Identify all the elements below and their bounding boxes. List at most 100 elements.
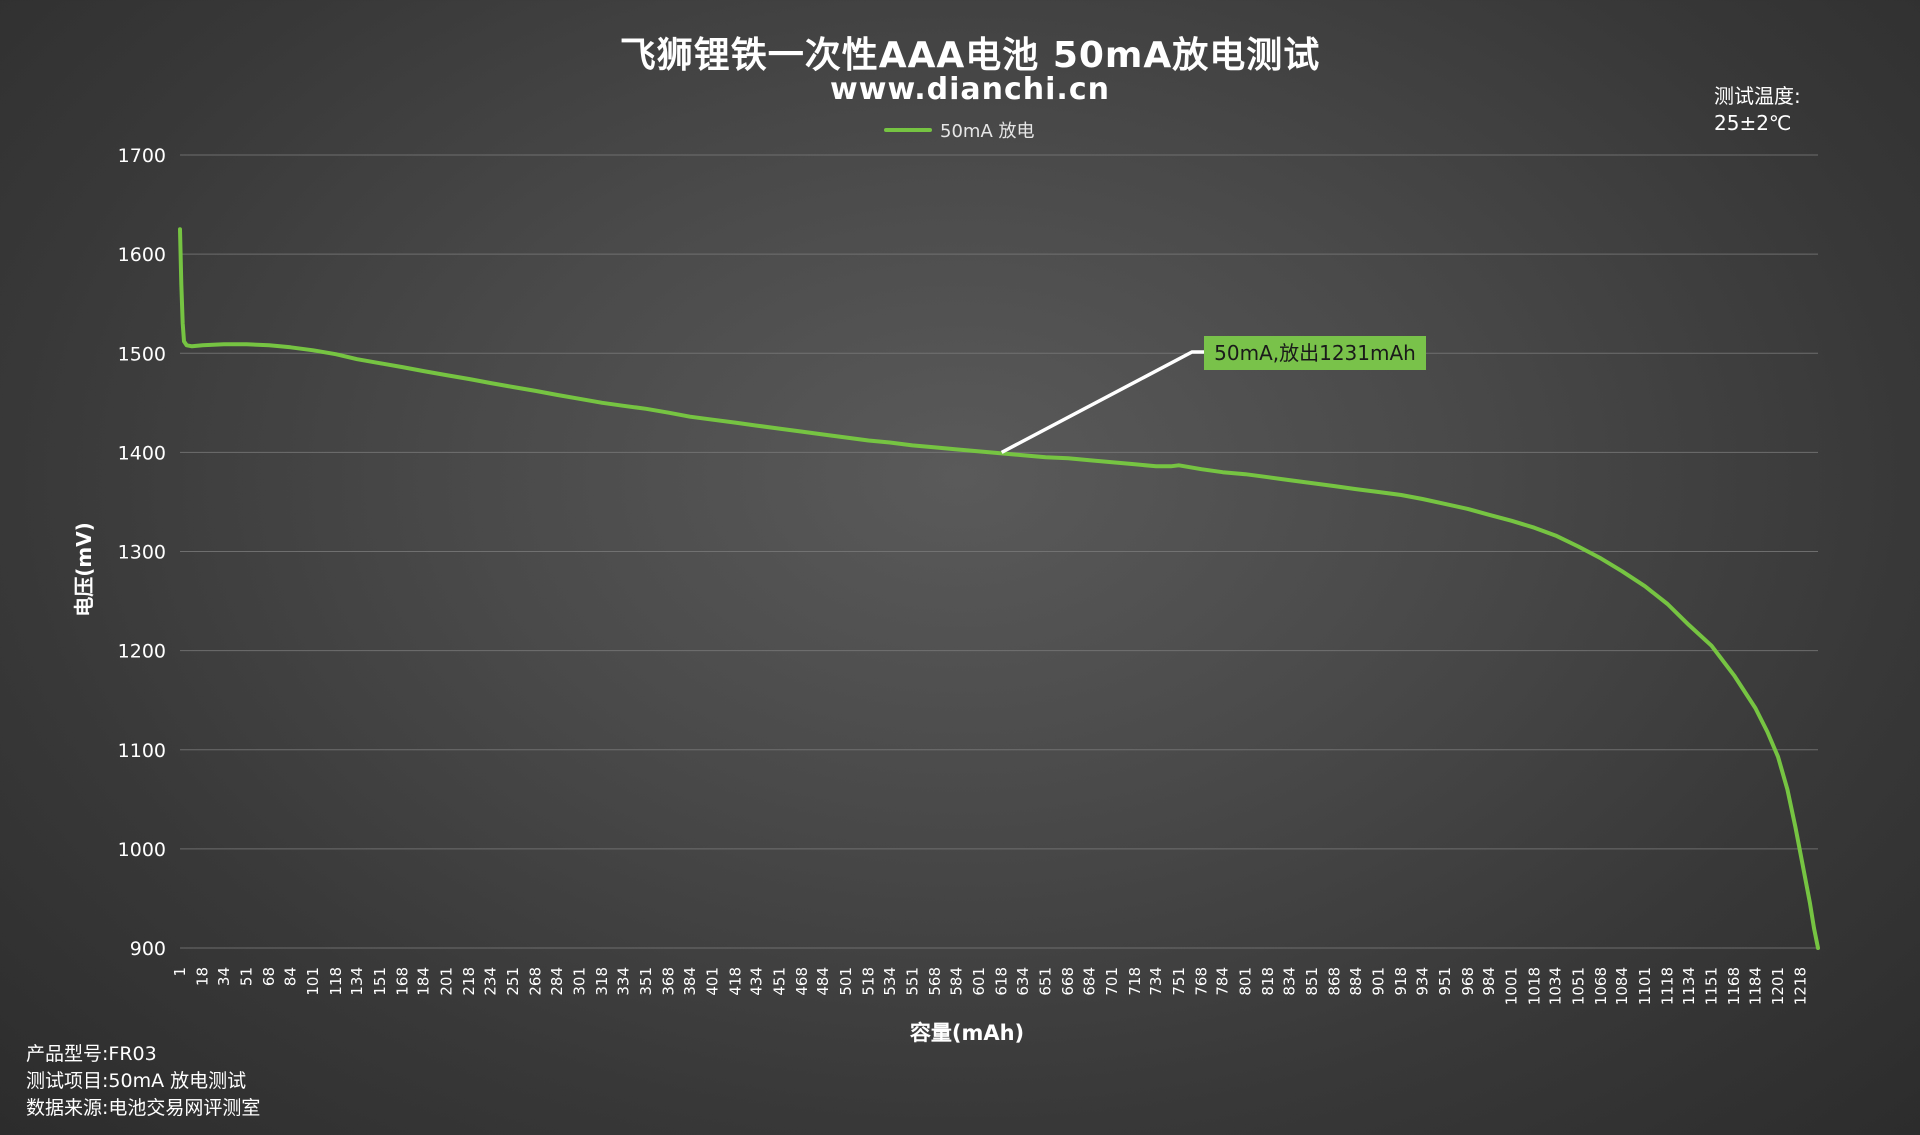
x-tick-label: 434 <box>748 967 766 996</box>
x-tick-label: 1201 <box>1769 967 1787 1005</box>
x-tick-label: 1001 <box>1503 967 1521 1005</box>
annotation-leader-line <box>1000 350 1204 454</box>
x-tick-label: 284 <box>548 967 566 996</box>
x-tick-label: 118 <box>327 967 345 996</box>
y-tick-label: 1200 <box>118 641 166 663</box>
x-tick-label: 168 <box>393 967 411 996</box>
x-tick-label: 351 <box>637 967 655 996</box>
x-tick-label: 784 <box>1214 967 1232 996</box>
x-tick-label: 334 <box>614 967 632 996</box>
x-tick-label: 84 <box>282 967 300 986</box>
x-tick-label: 1168 <box>1725 967 1743 1005</box>
footer-data-source: 数据来源:电池交易网评测室 <box>26 1097 261 1119</box>
x-tick-label: 1 <box>171 967 189 977</box>
x-tick-label: 484 <box>814 967 832 996</box>
x-tick-label: 1118 <box>1659 967 1677 1005</box>
x-tick-label: 584 <box>947 967 965 996</box>
x-tick-label: 968 <box>1459 967 1477 996</box>
x-tick-label: 1018 <box>1525 967 1543 1005</box>
chart-title: 飞狮锂铁一次性AAA电池 50mA放电测试 <box>619 35 1321 76</box>
x-tick-label: 18 <box>194 967 212 986</box>
x-tick-label: 134 <box>348 967 366 996</box>
x-tick-label: 701 <box>1103 967 1121 996</box>
footer-model: 产品型号:FR03 <box>26 1043 157 1065</box>
x-tick-label: 534 <box>881 967 899 996</box>
x-tick-label: 368 <box>660 967 678 996</box>
x-tick-label: 551 <box>903 967 921 996</box>
x-tick-label: 268 <box>527 967 545 996</box>
x-tick-label: 984 <box>1480 967 1498 996</box>
footer-test-item: 测试项目:50mA 放电测试 <box>26 1070 247 1092</box>
x-tick-label: 101 <box>304 967 322 996</box>
x-tick-label: 68 <box>260 967 278 986</box>
y-tick-label: 1600 <box>118 244 166 266</box>
x-tick-label: 1051 <box>1569 967 1587 1005</box>
x-tick-label: 51 <box>238 967 256 986</box>
legend-label: 50mA 放电 <box>940 121 1035 142</box>
temperature-label: 测试温度: <box>1714 84 1801 108</box>
x-tick-label: 734 <box>1147 967 1165 996</box>
x-tick-label: 1218 <box>1792 967 1810 1005</box>
x-tick-label: 1101 <box>1636 967 1654 1005</box>
x-tick-label: 518 <box>859 967 877 996</box>
x-tick-label: 251 <box>504 967 522 996</box>
x-tick-label: 501 <box>837 967 855 996</box>
y-tick-label: 1000 <box>118 839 166 861</box>
x-tick-label: 601 <box>970 967 988 996</box>
chart-subtitle: www.dianchi.cn <box>830 72 1110 107</box>
x-tick-label: 151 <box>371 967 389 996</box>
y-tick-label: 1700 <box>118 145 166 167</box>
x-tick-label: 318 <box>593 967 611 996</box>
temperature-value: 25±2℃ <box>1714 111 1792 135</box>
x-tick-label: 301 <box>571 967 589 996</box>
y-tick-label: 900 <box>130 938 166 960</box>
x-tick-label: 868 <box>1326 967 1344 996</box>
x-tick-label: 751 <box>1170 967 1188 996</box>
x-tick-label: 818 <box>1259 967 1277 996</box>
x-tick-label: 634 <box>1014 967 1032 996</box>
x-tick-label: 834 <box>1280 967 1298 996</box>
x-tick-label: 951 <box>1436 967 1454 996</box>
x-tick-label: 451 <box>770 967 788 996</box>
y-axis-title: 电压(mV) <box>72 522 96 617</box>
x-tick-label: 768 <box>1192 967 1210 996</box>
x-tick-label: 201 <box>437 967 455 996</box>
x-tick-label: 418 <box>726 967 744 996</box>
x-tick-label: 918 <box>1392 967 1410 996</box>
x-tick-label: 1184 <box>1746 967 1764 1005</box>
y-tick-label: 1400 <box>118 442 166 464</box>
x-tick-label: 1134 <box>1680 967 1698 1005</box>
x-tick-label: 468 <box>793 967 811 996</box>
x-tick-label: 1068 <box>1592 967 1610 1005</box>
x-tick-label: 401 <box>704 967 722 996</box>
x-tick-label: 934 <box>1413 967 1431 996</box>
x-tick-label: 1084 <box>1613 967 1631 1005</box>
y-tick-label: 1500 <box>118 343 166 365</box>
legend: 50mA 放电 <box>884 117 1034 143</box>
y-tick-label: 1300 <box>118 542 166 564</box>
x-tick-label: 718 <box>1126 967 1144 996</box>
x-axis-title: 容量(mAh) <box>910 1021 1024 1045</box>
x-tick-label: 384 <box>681 967 699 996</box>
y-tick-label: 1100 <box>118 740 166 762</box>
x-tick-label: 568 <box>926 967 944 996</box>
x-tick-label: 234 <box>481 967 499 996</box>
x-tick-label: 184 <box>415 967 433 996</box>
x-tick-label: 34 <box>215 967 233 986</box>
x-tick-label: 901 <box>1370 967 1388 996</box>
series-line <box>178 227 1820 950</box>
x-tick-label: 801 <box>1236 967 1254 996</box>
x-tick-label: 618 <box>993 967 1011 996</box>
legend-swatch <box>884 128 932 132</box>
x-tick-label: 651 <box>1037 967 1055 996</box>
x-tick-label: 668 <box>1059 967 1077 996</box>
x-tick-label: 1151 <box>1702 967 1720 1005</box>
annotation-label: 50mA,放出1231mAh <box>1204 336 1426 370</box>
x-tick-label: 851 <box>1303 967 1321 996</box>
x-tick-label: 884 <box>1347 967 1365 996</box>
x-tick-label: 684 <box>1081 967 1099 996</box>
x-tick-label: 1034 <box>1547 967 1565 1005</box>
x-tick-label: 218 <box>460 967 478 996</box>
